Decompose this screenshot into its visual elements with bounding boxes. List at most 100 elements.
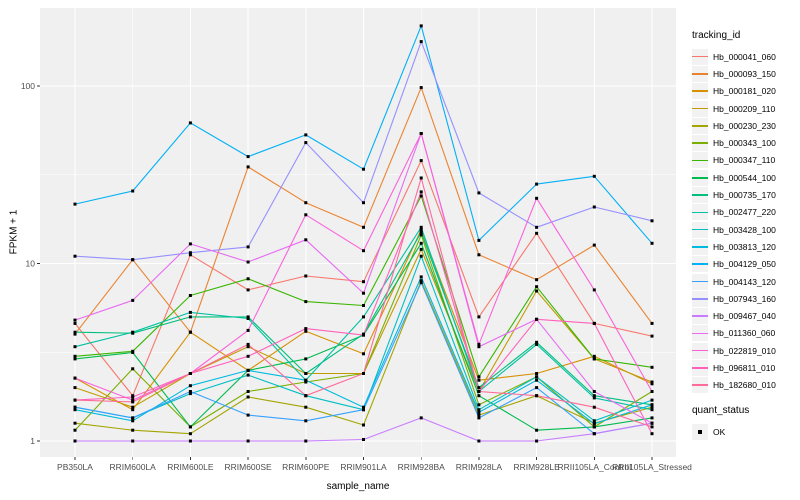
legend-key — [692, 238, 708, 255]
x-tick-label: RRIM600LA — [110, 462, 157, 472]
data-point — [73, 398, 77, 402]
y-tick-label: 10 — [26, 259, 36, 269]
data-point — [419, 275, 423, 279]
data-point — [73, 408, 77, 412]
legend-item: Hb_000347_110 — [692, 152, 800, 169]
data-point — [650, 380, 654, 384]
legend-key — [692, 423, 708, 440]
data-point — [650, 382, 654, 386]
data-point — [131, 400, 135, 404]
data-point — [246, 155, 250, 159]
data-point — [362, 438, 365, 441]
data-point — [477, 439, 481, 443]
data-point — [131, 330, 135, 334]
data-point — [362, 201, 365, 205]
data-point — [592, 419, 596, 423]
data-point — [188, 432, 192, 436]
data-point — [650, 432, 654, 436]
data-point — [131, 398, 135, 402]
data-point — [304, 213, 308, 217]
data-point — [592, 243, 596, 247]
data-point — [188, 330, 192, 334]
data-point — [535, 225, 539, 229]
legend-item: Hb_000093_150 — [692, 65, 800, 82]
legend-item-label: Hb_011360_060 — [713, 328, 776, 339]
legend-key — [692, 65, 708, 82]
data-point — [419, 190, 423, 194]
data-point — [188, 390, 192, 393]
data-point — [73, 354, 77, 358]
legend-key-line-icon — [692, 349, 708, 352]
data-point — [477, 238, 481, 242]
legend-item: Hb_000343_100 — [692, 134, 800, 152]
legend-key — [692, 256, 708, 273]
x-tick-label: RRIM901LA — [340, 462, 387, 472]
x-tick-label: RRIM928LA — [456, 462, 503, 472]
data-point — [419, 159, 423, 163]
legend-item-label: OK — [713, 426, 726, 437]
data-point — [304, 372, 308, 375]
legend-item: Hb_007943_160 — [692, 290, 800, 307]
data-point — [592, 425, 596, 429]
x-axis-title: sample_name — [326, 481, 390, 492]
data-point — [592, 205, 596, 209]
legend-item-label: Hb_009467_040 — [713, 311, 776, 322]
data-point — [246, 328, 250, 332]
data-point — [650, 390, 654, 393]
data-point — [304, 357, 308, 361]
data-point — [477, 390, 481, 393]
data-point — [304, 201, 308, 205]
legend-key-line-icon — [692, 55, 708, 58]
data-point — [535, 196, 539, 200]
legend-item-label: Hb_022819_010 — [713, 345, 776, 356]
data-point — [362, 315, 365, 319]
data-point — [246, 345, 250, 349]
legend-key — [692, 342, 708, 359]
data-point — [362, 333, 365, 337]
legend-title-quant-status: quant_status — [692, 404, 750, 416]
legend-key-line-icon — [692, 228, 708, 231]
legend-key — [692, 187, 708, 204]
legend-item: Hb_000181_020 — [692, 83, 800, 100]
legend-key-line-icon — [692, 263, 708, 265]
data-point — [131, 189, 135, 193]
data-point — [246, 373, 250, 377]
data-point — [592, 321, 596, 325]
data-point — [131, 298, 135, 302]
data-point — [73, 321, 77, 325]
data-point — [650, 403, 654, 407]
data-point — [535, 375, 539, 379]
data-point — [419, 254, 423, 258]
data-point — [535, 386, 539, 390]
data-point — [188, 251, 192, 255]
data-point — [650, 398, 654, 402]
data-point — [362, 304, 365, 307]
legend-item-label: Hb_000735_170 — [713, 190, 776, 201]
legend-item: Hb_096811_010 — [692, 359, 800, 376]
data-point — [592, 174, 596, 178]
legend-key-line-icon — [692, 194, 708, 196]
legend-item: Hb_000230_230 — [692, 117, 800, 134]
legend-key-line-icon — [692, 332, 708, 335]
legend-item-quant-status: OK — [692, 423, 800, 440]
legend-key — [692, 117, 708, 134]
legend-item-label: Hb_000181_020 — [713, 86, 776, 97]
legend-item: Hb_002477_220 — [692, 204, 800, 221]
data-point — [304, 274, 308, 278]
data-point — [73, 202, 77, 206]
legend-key-line-icon — [692, 107, 708, 110]
legend: tracking_id Hb_000041_060 Hb_000093_150 Hb… — [692, 30, 800, 440]
data-point — [419, 40, 423, 44]
data-point — [535, 372, 539, 375]
legend-item: Hb_003428_100 — [692, 221, 800, 238]
data-point — [535, 182, 539, 186]
legend-item: Hb_011360_060 — [692, 325, 800, 342]
data-point — [246, 317, 250, 320]
data-point — [419, 24, 423, 28]
data-point — [362, 249, 365, 253]
legend-item-label: Hb_000343_100 — [713, 138, 776, 149]
legend-key — [692, 359, 708, 376]
data-point — [304, 419, 308, 423]
